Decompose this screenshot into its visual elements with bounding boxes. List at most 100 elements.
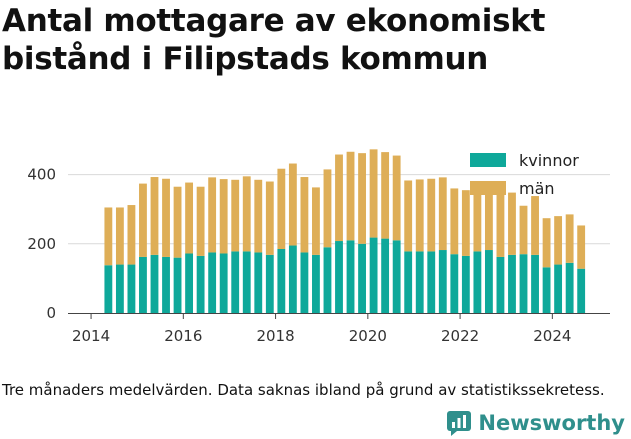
bar-kvinnor <box>519 254 528 313</box>
bar-kvinnor <box>508 254 516 313</box>
bar-kvinnor <box>415 251 424 313</box>
bar-kvinnor <box>392 240 401 313</box>
y-tick-label: 400 <box>27 166 56 184</box>
bar-kvinnor <box>554 264 563 313</box>
chart-title: Antal mottagare av ekonomiskt bistånd i … <box>2 3 546 77</box>
bar-man <box>196 186 205 256</box>
bar-kvinnor <box>565 262 574 313</box>
bar-kvinnor <box>312 254 320 313</box>
bar-kvinnor <box>531 254 539 313</box>
bar-man <box>242 176 251 252</box>
bar-kvinnor <box>404 251 413 313</box>
bar-man <box>519 205 528 255</box>
bar-man <box>450 188 459 255</box>
bar-man <box>473 190 482 252</box>
bar-man <box>577 225 586 269</box>
bar-layer <box>104 149 586 313</box>
bar-kvinnor <box>277 248 286 313</box>
bar-kvinnor <box>542 267 551 313</box>
bar-man <box>496 192 505 257</box>
bar-man <box>565 214 574 263</box>
brand-name: Newsworthy <box>478 411 625 435</box>
chart-caption: Tre månaders medelvärden. Data saknas ib… <box>2 381 605 399</box>
bar-man <box>173 186 182 258</box>
bar-kvinnor <box>288 245 297 313</box>
bar-man <box>265 181 274 255</box>
newsworthy-logo-icon <box>447 411 472 436</box>
bar-kvinnor <box>254 252 263 313</box>
bar-man <box>104 207 113 266</box>
axis-layer: 0 200 400 2014 2016 2018 2020 2022 2024 <box>27 166 610 345</box>
bar-man <box>554 216 563 265</box>
bar-kvinnor <box>300 252 309 313</box>
bar-man <box>277 168 286 249</box>
bar-man <box>185 182 194 254</box>
bar-kvinnor <box>381 238 390 313</box>
bar-man <box>300 177 309 253</box>
bar-kvinnor <box>139 256 147 313</box>
bar-kvinnor <box>173 257 182 313</box>
bar-kvinnor <box>231 251 240 313</box>
bar-man <box>484 191 493 251</box>
stacked-bar-chart: 0 200 400 2014 2016 2018 2020 2022 2024 kvinnor m… <box>27 149 610 345</box>
brand-logo: Newsworthy <box>446 408 625 438</box>
bar-kvinnor <box>473 251 482 313</box>
bar-man <box>115 207 124 265</box>
bar-man <box>358 153 366 244</box>
bar-kvinnor <box>335 241 343 313</box>
bar-man <box>288 163 297 246</box>
bar-kvinnor <box>265 254 274 313</box>
x-tick-label: 2018 <box>256 327 294 345</box>
bar-man <box>369 149 378 238</box>
bar-kvinnor <box>104 265 113 313</box>
bar-man <box>323 169 332 248</box>
legend: kvinnor män <box>470 151 579 198</box>
bar-kvinnor <box>115 264 124 313</box>
bar-kvinnor <box>346 240 355 313</box>
x-tick-label: 2020 <box>349 327 387 345</box>
bar-man <box>127 205 136 265</box>
bar-kvinnor <box>219 253 228 313</box>
bar-man <box>461 190 470 256</box>
bar-man <box>139 183 147 257</box>
bar-man <box>542 218 551 268</box>
bar-kvinnor <box>323 247 332 313</box>
bar-kvinnor <box>185 253 194 313</box>
bar-man <box>346 151 355 241</box>
bar-kvinnor <box>162 256 170 313</box>
bar-kvinnor <box>358 243 366 313</box>
bar-kvinnor <box>427 251 436 313</box>
x-tick-label: 2016 <box>164 327 202 345</box>
bar-man <box>392 155 401 241</box>
bar-man <box>208 177 217 253</box>
bar-man <box>427 178 436 252</box>
legend-label: män <box>519 179 555 198</box>
bar-man <box>531 196 539 255</box>
bar-kvinnor <box>450 254 459 313</box>
bar-man <box>404 180 413 252</box>
y-tick-label: 0 <box>46 304 56 322</box>
bar-kvinnor <box>208 252 217 313</box>
legend-swatch <box>470 153 506 167</box>
bar-man <box>335 154 343 242</box>
legend-label: kvinnor <box>519 151 579 170</box>
x-tick-label: 2024 <box>533 327 571 345</box>
bar-kvinnor <box>438 250 447 313</box>
x-tick-label: 2022 <box>441 327 479 345</box>
bar-man <box>219 179 228 254</box>
bar-kvinnor <box>242 251 251 313</box>
bar-man <box>312 187 320 255</box>
bar-man <box>254 179 263 253</box>
y-tick-label: 200 <box>27 235 56 253</box>
bar-kvinnor <box>127 264 136 313</box>
bar-man <box>231 179 240 252</box>
bar-kvinnor <box>196 255 205 313</box>
bar-kvinnor <box>150 254 159 313</box>
bar-kvinnor <box>496 256 505 313</box>
bar-kvinnor <box>484 250 493 313</box>
x-tick-label: 2014 <box>72 327 110 345</box>
bar-kvinnor <box>369 237 378 313</box>
bar-man <box>381 152 390 239</box>
bar-man <box>508 192 516 255</box>
bar-kvinnor <box>577 268 586 313</box>
